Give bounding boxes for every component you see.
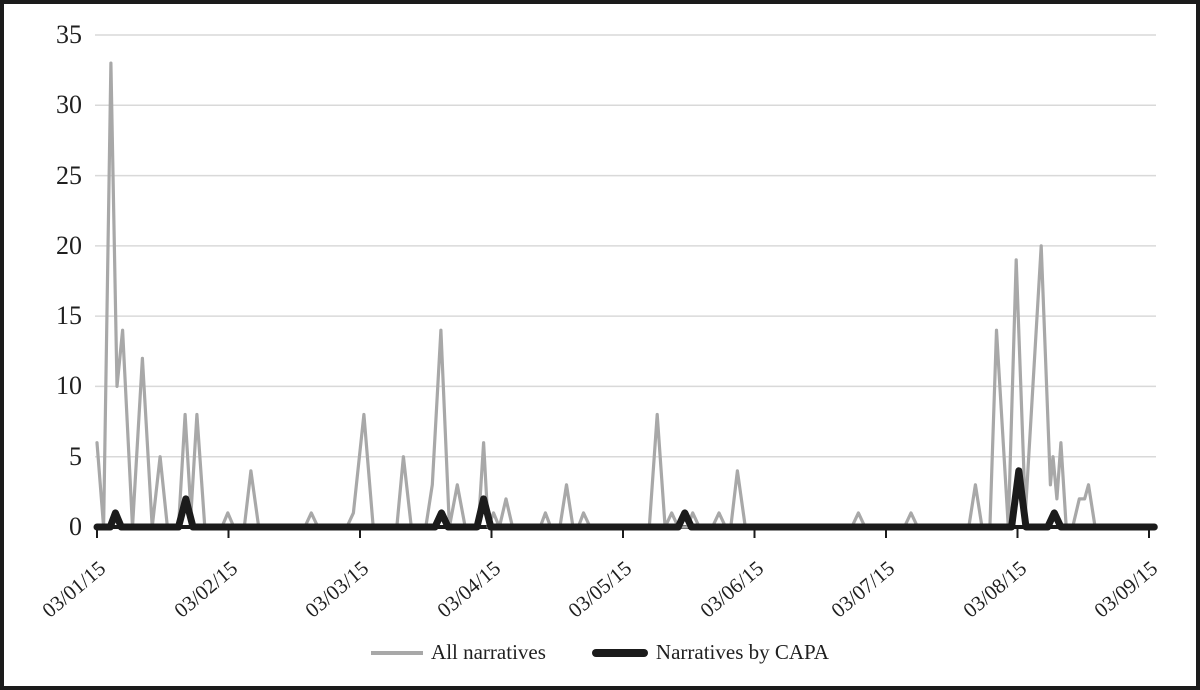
legend-label-all-narratives: All narratives xyxy=(431,640,546,664)
y-axis-label: 10 xyxy=(56,371,82,401)
y-axis-label: 0 xyxy=(69,512,82,541)
y-axis-label: 35 xyxy=(56,20,82,49)
y-axis-label: 15 xyxy=(56,301,82,331)
legend-item-all-narratives: All narratives xyxy=(371,640,546,665)
legend: All narratives Narratives by CAPA xyxy=(4,640,1196,665)
y-axis-label: 30 xyxy=(56,90,82,120)
capa-line-swatch xyxy=(591,648,648,657)
all-narratives-line-swatch xyxy=(371,650,424,655)
capa-line xyxy=(93,467,1158,531)
y-axis-label: 20 xyxy=(56,230,82,260)
legend-label-capa: Narratives by CAPA xyxy=(655,640,829,664)
plot-area xyxy=(93,34,1158,538)
y-axis-label: 25 xyxy=(56,160,82,190)
legend-item-capa: Narratives by CAPA xyxy=(591,640,829,665)
y-axis-label: 5 xyxy=(69,441,82,471)
